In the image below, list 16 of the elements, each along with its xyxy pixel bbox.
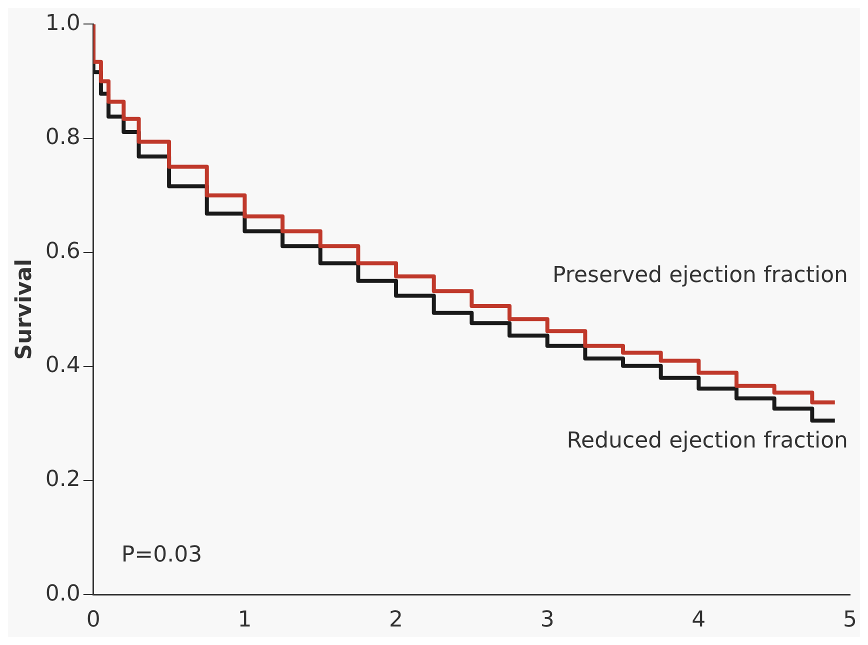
series-label: Reduced ejection fraction <box>566 428 848 454</box>
y-axis-title: Survival <box>12 258 37 360</box>
x-tick-label: 5 <box>843 608 857 633</box>
y-tick-label: 0.2 <box>45 467 80 492</box>
x-tick-label: 2 <box>389 608 404 633</box>
y-tick-label: 0.6 <box>45 239 80 264</box>
y-tick-label: 0.0 <box>45 581 80 606</box>
x-tick-label: 3 <box>540 608 554 633</box>
y-tick-label: 0.4 <box>45 353 80 378</box>
annotation: P=0.03 <box>121 542 202 568</box>
x-tick-label: 4 <box>692 608 706 633</box>
y-tick-label: 1.0 <box>45 10 80 36</box>
y-tick-label: 0.8 <box>45 125 80 150</box>
x-tick-label: 0 <box>86 608 100 633</box>
x-tick-label: 1 <box>238 608 252 633</box>
series-label: Preserved ejection fraction <box>552 263 848 288</box>
